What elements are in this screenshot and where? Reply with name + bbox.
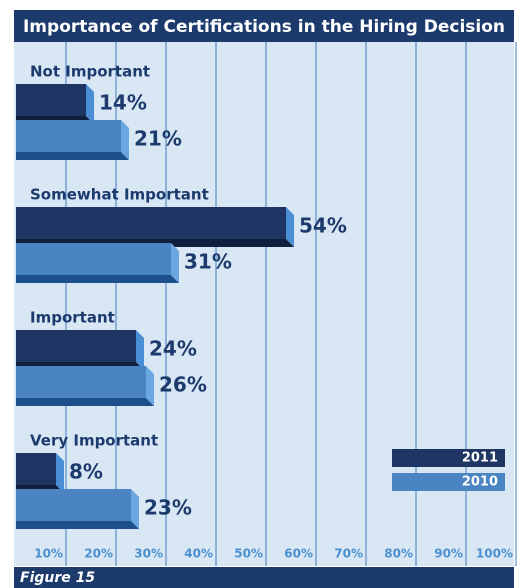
legend-label: 2011 — [462, 451, 498, 466]
x-tick-label: 10% — [34, 547, 63, 561]
x-tick-label: 90% — [434, 547, 463, 561]
bar-side — [136, 330, 144, 370]
bar — [16, 453, 56, 485]
value-label: 14% — [99, 91, 147, 115]
caption: Figure 15 — [20, 570, 95, 586]
bar — [16, 84, 86, 116]
bar-side — [131, 489, 139, 529]
category-label: Not Important — [30, 63, 150, 81]
value-label: 21% — [134, 127, 182, 151]
legend-swatch — [392, 449, 505, 467]
bar-bottom — [16, 398, 154, 406]
legend-swatch — [392, 473, 505, 491]
x-tick-label: 100% — [476, 547, 513, 561]
bar-bottom — [16, 152, 129, 160]
bar — [16, 120, 121, 152]
bar-side — [146, 366, 154, 406]
bar — [16, 207, 286, 239]
caption-band — [14, 567, 514, 588]
value-label: 54% — [299, 214, 347, 238]
bar-side — [56, 453, 64, 493]
title-band — [14, 10, 514, 42]
x-tick-label: 30% — [134, 547, 163, 561]
value-label: 23% — [144, 496, 192, 520]
x-tick-label: 80% — [384, 547, 413, 561]
x-tick-label: 40% — [184, 547, 213, 561]
bar — [16, 243, 171, 275]
bar-bottom — [16, 521, 139, 529]
legend-label: 2010 — [462, 475, 498, 490]
bar — [16, 330, 136, 362]
chart-title: Importance of Certifications in the Hiri… — [23, 17, 505, 37]
bar — [16, 366, 146, 398]
category-label: Very Important — [30, 432, 158, 450]
bar-side — [171, 243, 179, 283]
bar — [16, 489, 131, 521]
bar-side — [86, 84, 94, 124]
value-label: 31% — [184, 250, 232, 274]
x-tick-label: 20% — [84, 547, 113, 561]
bar-bottom — [16, 275, 179, 283]
category-label: Important — [30, 309, 115, 327]
category-label: Somewhat Important — [30, 186, 209, 204]
x-tick-label: 60% — [284, 547, 313, 561]
bar-side — [121, 120, 129, 160]
bar-side — [286, 207, 294, 247]
value-label: 24% — [149, 337, 197, 361]
x-tick-label: 70% — [334, 547, 363, 561]
value-label: 8% — [69, 460, 103, 484]
x-tick-label: 50% — [234, 547, 263, 561]
value-label: 26% — [159, 373, 207, 397]
